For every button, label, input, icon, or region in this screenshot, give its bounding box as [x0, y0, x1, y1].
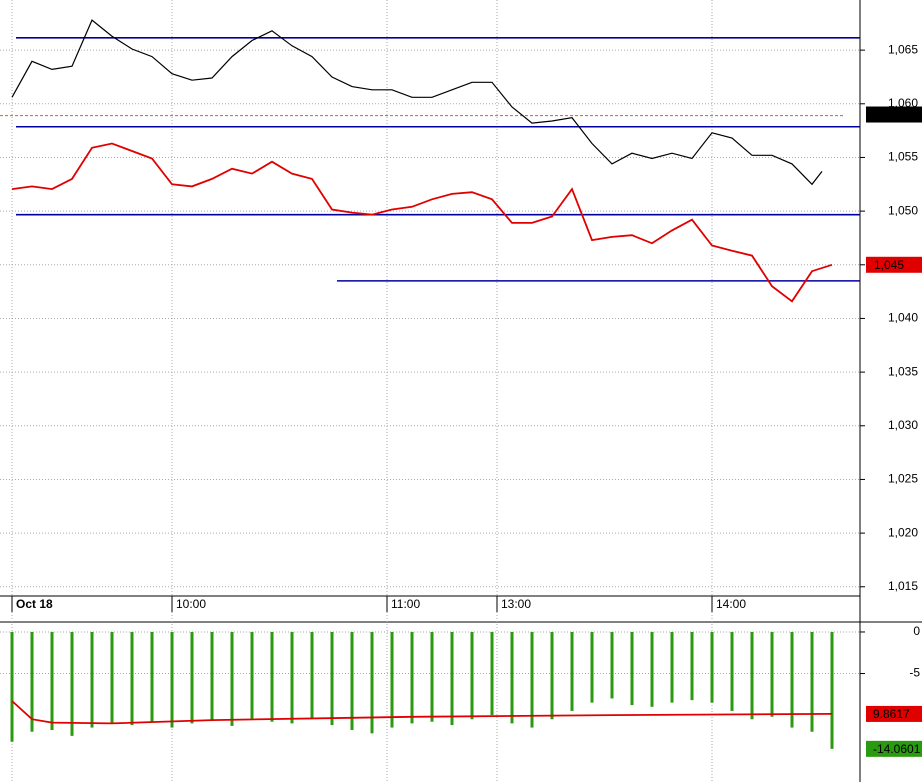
bar — [390, 631, 394, 728]
bar — [810, 631, 814, 732]
bar — [290, 631, 294, 724]
bar — [30, 631, 34, 732]
bar — [690, 631, 694, 701]
bar — [790, 631, 794, 728]
bar — [770, 631, 774, 717]
x-tick-label: 14:00 — [716, 597, 746, 611]
y-tick-label: 1,065 — [888, 42, 918, 56]
value-label-box — [866, 740, 922, 757]
bar — [190, 631, 194, 724]
bar — [50, 631, 54, 731]
y-tick-label: 1,030 — [888, 418, 918, 432]
bar — [230, 631, 234, 726]
bar — [590, 631, 594, 703]
bar — [530, 631, 534, 728]
bar — [370, 631, 374, 734]
bar — [430, 631, 434, 722]
y-tick-label: 1,050 — [888, 203, 918, 217]
bar — [630, 631, 634, 706]
bar — [650, 631, 654, 707]
y-tick-label: 0 — [913, 624, 920, 638]
bar — [110, 631, 114, 724]
bar — [570, 631, 574, 711]
value-label-box — [866, 705, 922, 722]
bar — [550, 631, 554, 720]
price-line — [11, 142, 833, 303]
bar — [90, 631, 94, 728]
bar — [130, 631, 134, 726]
average-line — [11, 700, 833, 725]
bar — [210, 631, 214, 721]
y-tick-label: 1,060 — [888, 96, 918, 110]
value-label: -14.0601 — [873, 742, 921, 756]
price-label-box — [866, 106, 922, 123]
x-tick-label: 11:00 — [391, 597, 420, 611]
bar — [750, 631, 754, 720]
x-tick-label: Oct 18 — [16, 597, 53, 611]
bar — [450, 631, 454, 726]
y-tick-label: 1,035 — [888, 364, 918, 378]
bar — [170, 631, 174, 728]
price-label: 1,059.0 — [874, 108, 914, 122]
bar — [510, 631, 514, 724]
value-label: 9.8617 — [873, 707, 910, 721]
y-tick-label: 1,040 — [888, 311, 918, 325]
bar — [310, 631, 314, 720]
bar — [70, 631, 74, 736]
bar — [330, 631, 334, 726]
y-tick-label: -5 — [909, 666, 920, 680]
bar — [830, 631, 834, 749]
bar — [490, 631, 494, 716]
x-tick-label: 13:00 — [501, 597, 531, 611]
bar — [250, 631, 254, 720]
y-tick-label: 1,020 — [888, 525, 918, 539]
x-tick-label: 10:00 — [176, 597, 206, 611]
price-line — [11, 19, 823, 186]
bar — [350, 631, 354, 731]
bar — [730, 631, 734, 711]
bar — [10, 631, 14, 742]
bar — [670, 631, 674, 703]
price-label-box — [866, 256, 922, 273]
y-tick-label: 1,025 — [888, 472, 918, 486]
bar — [610, 631, 614, 699]
bar — [150, 631, 154, 722]
bar — [410, 631, 414, 724]
bar — [470, 631, 474, 720]
bar — [710, 631, 714, 703]
y-tick-label: 1,055 — [888, 150, 918, 164]
y-tick-label: 1,015 — [888, 579, 918, 593]
price-label: 1,045 — [874, 258, 904, 272]
bar — [270, 631, 274, 722]
